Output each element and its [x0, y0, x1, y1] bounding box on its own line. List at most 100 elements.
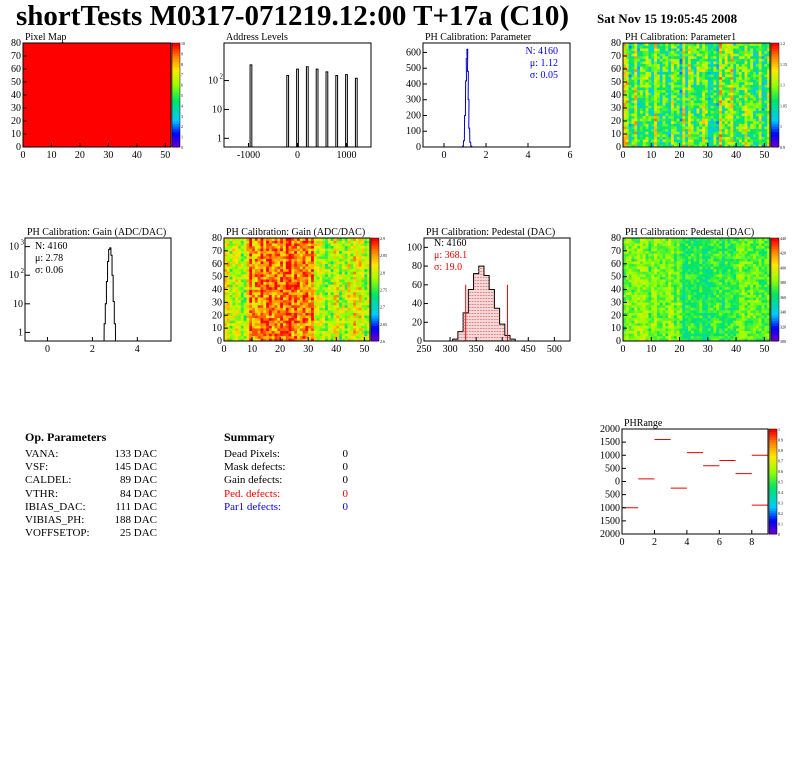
heatmap-cell: [285, 281, 289, 285]
heatmap-cell: [688, 105, 692, 109]
heatmap-cell: [648, 302, 652, 306]
heatmap-cell: [767, 69, 771, 72]
heatmap-cell: [305, 330, 309, 334]
heatmap-cell: [224, 294, 228, 298]
heatmap-cell: [316, 266, 320, 270]
heatmap-cell: [685, 108, 689, 111]
heatmap-cell: [631, 79, 635, 83]
heatmap-cell: [707, 71, 711, 75]
heatmap-cell: [738, 71, 743, 75]
heatmap-cell: [688, 92, 692, 96]
heatmap-cell: [721, 66, 726, 70]
heatmap-cell: [325, 271, 329, 275]
heatmap-cell: [319, 307, 323, 311]
heatmap-cell: [625, 328, 629, 331]
heatmap-cell: [637, 126, 641, 130]
heatmap-cell: [277, 253, 281, 257]
heatmap-cell: [682, 82, 686, 85]
heatmap-cell: [358, 248, 362, 252]
heatmap-cell: [668, 144, 672, 148]
heatmap-cell: [651, 315, 655, 319]
heatmap-cell: [699, 69, 703, 72]
heatmap-cell: [713, 63, 717, 67]
heatmap-cell: [716, 45, 720, 49]
heatmap-cell: [713, 79, 717, 83]
heatmap-cell: [642, 268, 646, 272]
heatmap-cell: [753, 63, 757, 67]
heatmap-cell: [744, 100, 748, 104]
heatmap-cell: [316, 245, 320, 249]
color-scale-cell: [172, 144, 180, 148]
heatmap-cell: [688, 126, 692, 130]
heatmap-cell: [333, 317, 337, 321]
color-scale-cell: [172, 84, 180, 88]
heatmap-cell: [299, 299, 303, 303]
heatmap-cell: [656, 50, 661, 54]
heatmap-cell: [299, 322, 303, 326]
heatmap-cell: [755, 79, 759, 83]
heatmap-cell: [696, 126, 700, 130]
heatmap-cell: [688, 97, 692, 101]
heatmap-cell: [710, 126, 714, 130]
heatmap-cell: [282, 266, 287, 270]
heatmap-cell: [688, 84, 692, 88]
heatmap-cell: [254, 276, 258, 280]
heatmap-cell: [240, 250, 244, 254]
heatmap-cell: [271, 317, 275, 321]
heatmap-cell: [631, 261, 635, 265]
color-scale-cell: [172, 53, 180, 57]
heatmap-cell: [260, 312, 264, 316]
heatmap-cell: [347, 317, 351, 321]
heatmap-cell: [702, 134, 706, 137]
heatmap-cell: [274, 333, 278, 337]
heatmap-cell: [648, 292, 652, 295]
heatmap-cell: [623, 250, 627, 254]
heatmap-cell: [336, 307, 340, 311]
heatmap-cell: [710, 53, 714, 57]
heatmap-cell: [659, 69, 663, 72]
heatmap-cell: [634, 315, 638, 319]
heatmap-cell: [254, 333, 258, 337]
heatmap-cell: [628, 53, 632, 57]
heatmap-cell: [736, 84, 740, 88]
heatmap-cell: [648, 48, 652, 52]
heatmap-cell: [625, 333, 629, 337]
heatmap-cell: [243, 330, 247, 334]
heatmap-cell: [344, 281, 348, 285]
heatmap-cell: [631, 58, 635, 62]
heatmap-cell: [713, 134, 717, 137]
heatmap-cell: [226, 322, 230, 326]
heatmap-cell: [716, 110, 720, 114]
heatmap-cell: [659, 50, 663, 54]
heatmap-cell: [623, 48, 627, 52]
heatmap-cell: [285, 338, 289, 342]
heatmap-cell: [285, 243, 289, 247]
heatmap-cell: [651, 136, 655, 140]
heatmap-cell: [263, 322, 267, 326]
heatmap-cell: [668, 113, 672, 117]
heatmap-cell: [696, 131, 700, 135]
heatmap-cell: [344, 333, 348, 337]
heatmap-cell: [243, 245, 247, 249]
heatmap-cell: [238, 250, 242, 254]
heatmap-cell: [623, 100, 627, 104]
heatmap-cell: [741, 118, 745, 122]
heatmap-cell: [702, 48, 706, 52]
heatmap-cell: [634, 118, 638, 122]
heatmap-cell: [671, 89, 675, 93]
heatmap-cell: [313, 294, 317, 298]
heatmap-cell: [280, 268, 284, 272]
heatmap-cell: [713, 71, 717, 75]
x-tick-label: 10: [46, 150, 56, 161]
heatmap-cell: [744, 128, 748, 132]
heatmap-cell: [299, 263, 303, 267]
heatmap-cell: [690, 92, 694, 96]
heatmap-cell: [761, 74, 765, 78]
color-scale-label: 1: [780, 124, 782, 129]
heatmap-cell: [302, 263, 306, 267]
heatmap-cell: [634, 322, 638, 326]
heatmap-cell: [336, 330, 340, 334]
heatmap-cell: [679, 144, 683, 148]
heatmap-cell: [645, 294, 649, 298]
heatmap-cell: [316, 312, 320, 316]
